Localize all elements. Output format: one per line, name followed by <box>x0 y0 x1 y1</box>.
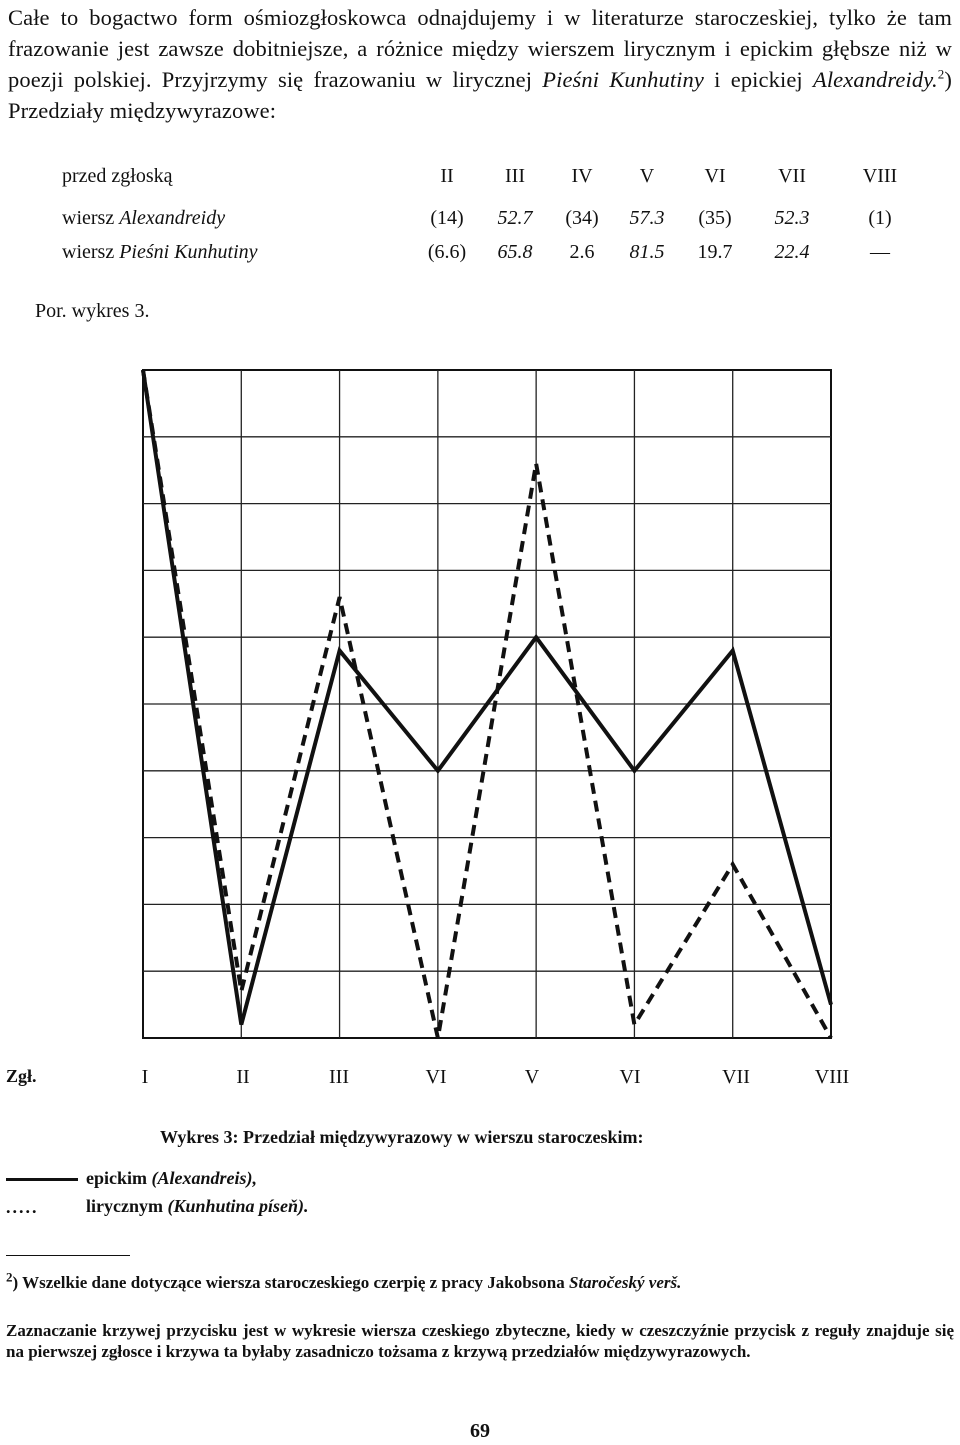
x-tick-label: V <box>524 1066 540 1088</box>
table-cell: (14) <box>430 207 464 229</box>
col-header: V <box>639 165 655 187</box>
x-tick-label: III <box>329 1066 349 1088</box>
table-cell: (34) <box>565 207 599 229</box>
chart-series <box>141 369 833 1039</box>
table-cell: — <box>870 241 890 263</box>
legend-solid-swatch <box>6 1178 78 1182</box>
page-number: 69 <box>470 1420 490 1442</box>
table-cell: (1) <box>868 207 892 229</box>
legend-dotted: ..... lirycznym (Kunhutina píseň). <box>6 1196 309 1218</box>
legend-solid: epickim (Alexandreis), <box>6 1168 257 1189</box>
table-header-label: przed zgłoską <box>62 165 173 187</box>
col-header: II <box>440 165 454 187</box>
table-cell: 65.8 <box>497 241 533 263</box>
table-cell: (6.6) <box>427 241 467 263</box>
x-tick-label: VIII <box>814 1066 850 1088</box>
series-line-epic <box>141 369 833 1026</box>
table-cell: (35) <box>698 207 732 229</box>
col-header: VIII <box>862 165 898 187</box>
x-axis-prefix: Zgł. <box>6 1066 37 1086</box>
col-header: III <box>505 165 525 187</box>
footnote-2: Zaznaczanie krzywej przycisku jest w wyk… <box>6 1321 954 1361</box>
table-cell: 22.4 <box>774 241 810 263</box>
footnote-1: 2) Wszelkie dane dotyczące wiersza staro… <box>6 1269 682 1292</box>
table-cell: 57.3 <box>629 207 665 229</box>
table-cell: 52.3 <box>774 207 810 229</box>
table-cell: 19.7 <box>697 241 733 263</box>
x-tick-label: I <box>141 1066 149 1088</box>
figure-reference: Por. wykres 3. <box>35 300 150 322</box>
legend-dotted-swatch: ..... <box>6 1197 39 1218</box>
figure-caption: Wykres 3: Przedział międzywyrazowy w wie… <box>160 1127 644 1147</box>
footnote-rule <box>6 1255 130 1256</box>
x-tick-label: VI <box>425 1066 447 1088</box>
col-header: VII <box>778 165 806 187</box>
x-tick-label: VI <box>619 1066 641 1088</box>
line-chart <box>141 369 833 1039</box>
col-header: IV <box>571 165 593 187</box>
x-tick-label: II <box>236 1066 250 1088</box>
col-header: VI <box>704 165 726 187</box>
series-line-lyric <box>141 369 833 1039</box>
x-tick-label: VII <box>722 1066 750 1088</box>
table-cell: 2.6 <box>569 241 595 263</box>
table-cell: 81.5 <box>629 241 665 263</box>
row-label: wiersz Pieśni Kunhutiny <box>62 241 258 263</box>
body-paragraph: Całe to bogactwo form ośmiozgłoskowca od… <box>8 5 952 123</box>
table-cell: 52.7 <box>497 207 533 229</box>
chart-grid <box>142 369 832 1039</box>
row-label: wiersz Alexandreidy <box>62 207 226 229</box>
